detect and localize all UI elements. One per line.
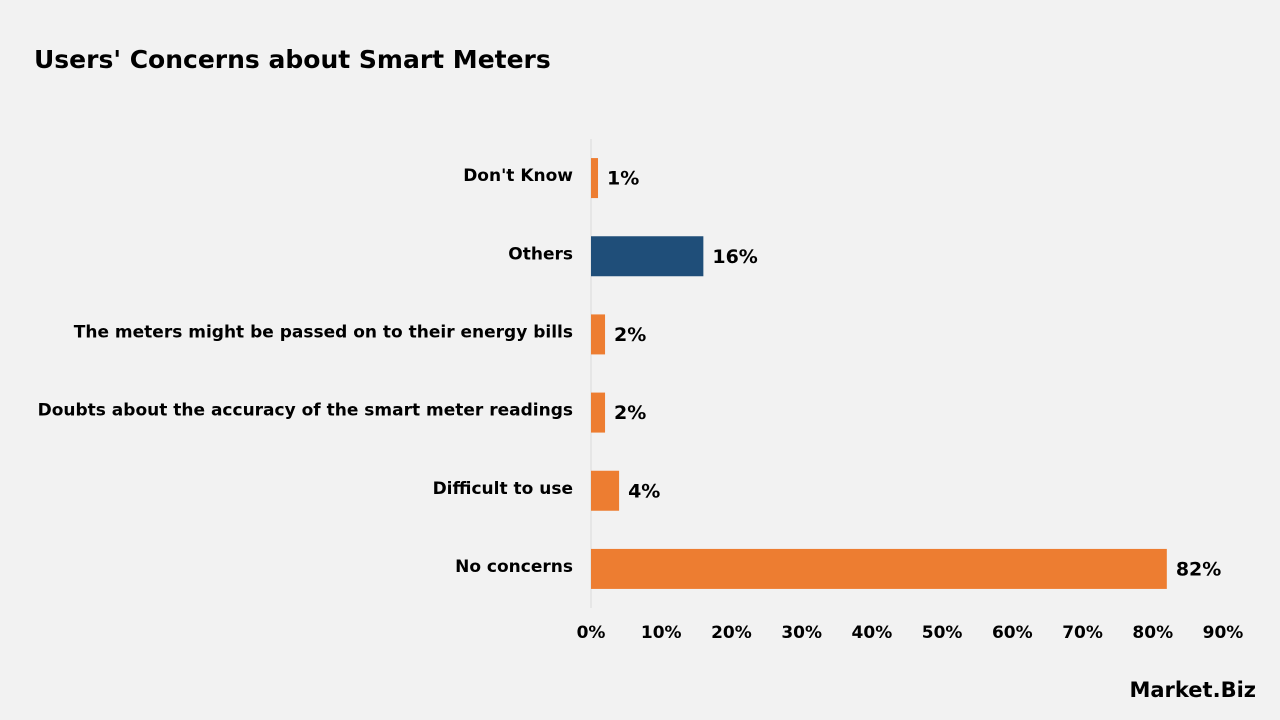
x-tick-label: 0% xyxy=(577,623,606,643)
x-tick-label: 50% xyxy=(922,623,963,643)
value-label: 2% xyxy=(614,324,646,346)
x-tick-label: 10% xyxy=(641,623,682,643)
chart-title: Users' Concerns about Smart Meters xyxy=(34,45,551,74)
x-tick-label: 40% xyxy=(852,623,893,643)
bar xyxy=(591,236,704,277)
x-tick-label: 60% xyxy=(992,623,1033,643)
y-tick-label: Doubts about the accuracy of the smart m… xyxy=(38,401,573,421)
y-tick-label: Others xyxy=(508,244,573,264)
bar xyxy=(591,470,620,511)
value-label: 2% xyxy=(614,402,646,424)
x-tick-label: 20% xyxy=(711,623,752,643)
bar xyxy=(591,158,599,199)
value-label: 4% xyxy=(628,480,660,502)
x-tick-label: 80% xyxy=(1132,623,1173,643)
x-tick-label: 30% xyxy=(781,623,822,643)
x-tick-label: 90% xyxy=(1203,623,1244,643)
y-tick-label: Difficult to use xyxy=(433,479,573,499)
bar xyxy=(591,392,606,433)
bar xyxy=(591,314,606,355)
y-tick-label: No concerns xyxy=(455,557,573,577)
value-label: 16% xyxy=(712,246,757,268)
y-tick-label: Don't Know xyxy=(463,166,573,186)
logo: Market.Biz xyxy=(1129,678,1256,702)
value-label: 1% xyxy=(607,168,639,190)
value-label: 82% xyxy=(1176,558,1221,580)
y-tick-label: The meters might be passed on to their e… xyxy=(74,322,573,342)
x-tick-label: 70% xyxy=(1062,623,1103,643)
bar xyxy=(591,548,1167,589)
